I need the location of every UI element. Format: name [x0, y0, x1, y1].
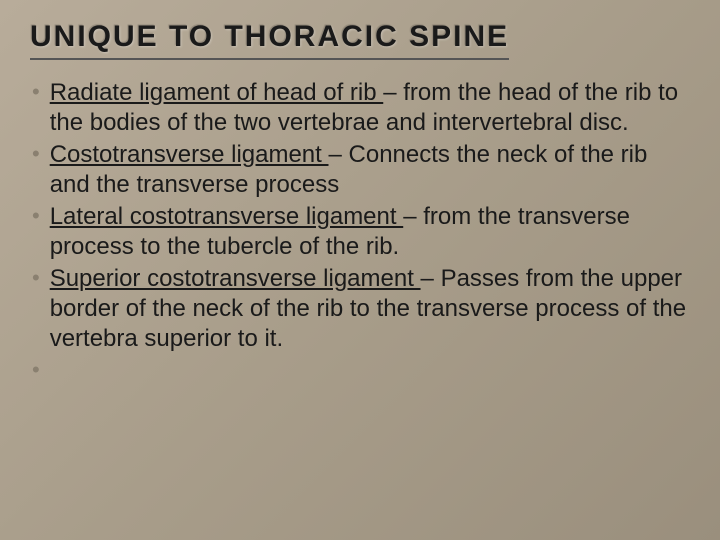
- bullet-text: Radiate ligament of head of rib – from t…: [50, 78, 690, 138]
- bullet-text: Lateral costotransverse ligament – from …: [50, 202, 690, 262]
- list-item: •: [30, 356, 690, 385]
- bullet-marker: •: [32, 202, 40, 231]
- list-item: • Superior costotransverse ligament – Pa…: [30, 264, 690, 354]
- list-item: • Costotransverse ligament – Connects th…: [30, 140, 690, 200]
- bullet-marker: •: [32, 140, 40, 169]
- bullet-marker: •: [32, 264, 40, 293]
- bullet-marker: •: [32, 356, 40, 385]
- term: Superior costotransverse ligament: [50, 265, 421, 292]
- bullet-list: • Radiate ligament of head of rib – from…: [30, 78, 690, 385]
- term: Lateral costotransverse ligament: [50, 203, 404, 230]
- bullet-marker: •: [32, 78, 40, 107]
- term: Costotransverse ligament: [50, 141, 329, 168]
- list-item: • Radiate ligament of head of rib – from…: [30, 78, 690, 138]
- list-item: • Lateral costotransverse ligament – fro…: [30, 202, 690, 262]
- bullet-text: Superior costotransverse ligament – Pass…: [50, 264, 690, 354]
- slide-title: UNIQUE TO THORACIC SPINE: [30, 20, 509, 60]
- term: Radiate ligament of head of rib: [50, 79, 384, 106]
- bullet-text: Costotransverse ligament – Connects the …: [50, 140, 690, 200]
